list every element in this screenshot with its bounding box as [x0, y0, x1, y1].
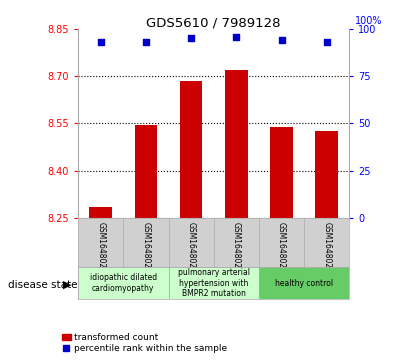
Bar	[78, 267, 169, 299]
Text: disease state: disease state	[8, 280, 78, 290]
Text: GSM1648026: GSM1648026	[232, 222, 241, 273]
Bar	[90, 207, 112, 218]
Text: GSM1648024: GSM1648024	[141, 222, 150, 273]
Bar	[180, 81, 202, 218]
Text: pulmonary arterial
hypertension with
BMPR2 mutation: pulmonary arterial hypertension with BMP…	[178, 268, 250, 298]
Text: GSM1648028: GSM1648028	[322, 222, 331, 273]
Point	[97, 39, 104, 45]
Text: 100%: 100%	[355, 16, 382, 26]
Legend: transformed count, percentile rank within the sample: transformed count, percentile rank withi…	[58, 330, 231, 357]
Text: ▶: ▶	[63, 280, 72, 290]
Point	[143, 39, 149, 45]
Bar	[225, 70, 247, 218]
Text: healthy control: healthy control	[275, 279, 333, 287]
Bar	[135, 125, 157, 218]
Text: idiopathic dilated
cardiomyopathy: idiopathic dilated cardiomyopathy	[90, 273, 157, 293]
Bar	[259, 267, 349, 299]
Point	[278, 37, 285, 43]
Bar	[316, 131, 338, 218]
Point	[233, 34, 240, 40]
Text: GSM1648023: GSM1648023	[96, 222, 105, 273]
Bar	[169, 267, 259, 299]
Point	[188, 36, 194, 41]
Text: GSM1648025: GSM1648025	[187, 222, 196, 273]
Text: GDS5610 / 7989128: GDS5610 / 7989128	[146, 16, 281, 29]
Point	[323, 39, 330, 45]
Bar	[270, 127, 293, 218]
Text: GSM1648027: GSM1648027	[277, 222, 286, 273]
